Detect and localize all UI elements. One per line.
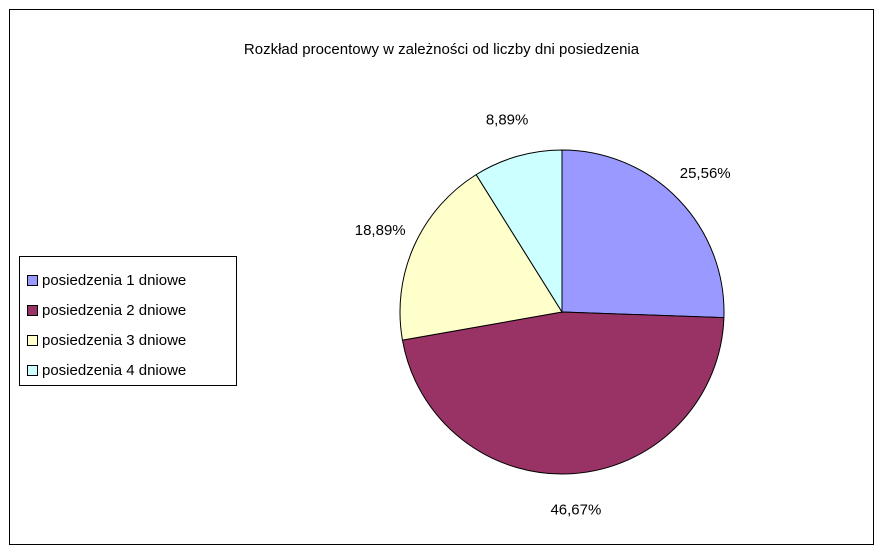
legend: posiedzenia 1 dniowe posiedzenia 2 dniow…	[19, 256, 237, 386]
pie-labels: 25,56% 46,67% 18,89% 8,89%	[355, 112, 731, 519]
legend-label: posiedzenia 2 dniowe	[42, 301, 187, 319]
pie-slices	[399, 149, 725, 475]
legend-swatch	[27, 304, 38, 316]
pie-slice-label: 18,89%	[355, 222, 406, 239]
pie-slice	[475, 149, 563, 314]
chart-title: Rozkład procentowy w zależności od liczb…	[243, 41, 640, 58]
chart-area: Rozkład procentowy w zależności od liczb…	[9, 9, 874, 545]
pie-slice	[401, 311, 725, 475]
pie-slice	[561, 149, 725, 319]
legend-item: posiedzenia 1 dniowe	[20, 265, 236, 295]
legend-label: posiedzenia 3 dniowe	[42, 331, 187, 349]
pie-slice-label: 46,67%	[550, 501, 601, 518]
legend-swatch	[27, 334, 38, 346]
pie-slice	[399, 173, 563, 341]
legend-label: posiedzenia 4 dniowe	[42, 361, 187, 379]
legend-item: posiedzenia 3 dniowe	[20, 325, 236, 355]
legend-swatch	[27, 364, 38, 376]
pie-slice-label: 8,89%	[486, 112, 529, 129]
legend-item: posiedzenia 4 dniowe	[20, 355, 236, 385]
legend-swatch	[27, 274, 38, 286]
pie-chart: 25,56% 46,67% 18,89% 8,89%	[355, 112, 731, 519]
legend-item: posiedzenia 2 dniowe	[20, 295, 236, 325]
pie-slice-label: 25,56%	[680, 165, 731, 182]
legend-label: posiedzenia 1 dniowe	[42, 271, 187, 289]
